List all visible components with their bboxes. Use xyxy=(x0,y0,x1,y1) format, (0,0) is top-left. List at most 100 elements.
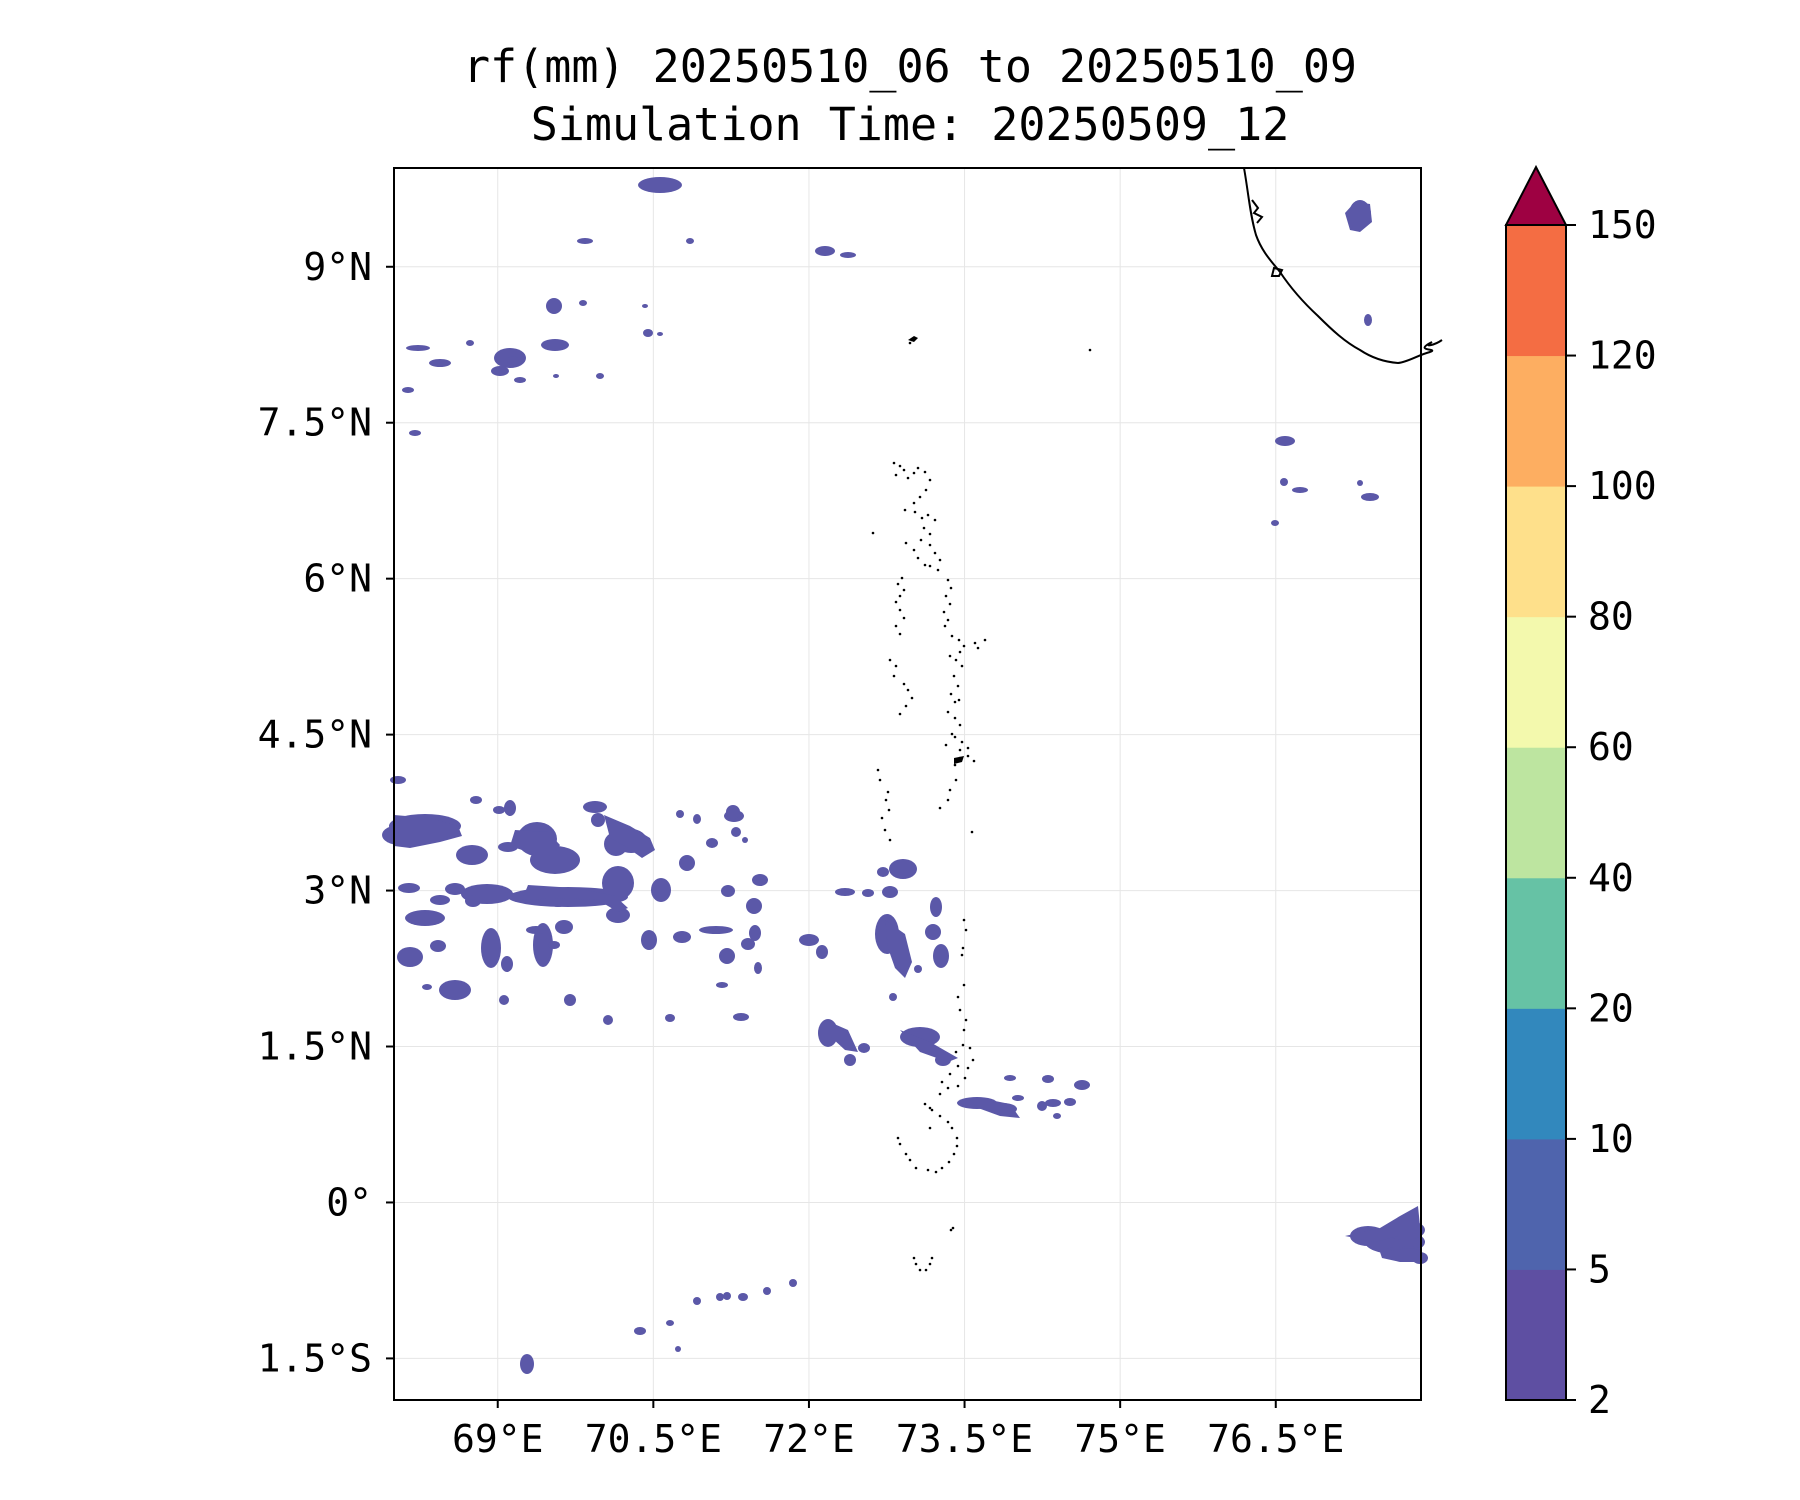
island-dot xyxy=(952,674,956,678)
island-dot xyxy=(878,778,882,782)
rainfall-patch xyxy=(514,377,526,383)
island-dot xyxy=(961,1043,965,1047)
island-dot xyxy=(946,798,950,802)
island-dot xyxy=(946,578,950,582)
island-dot xyxy=(954,778,958,782)
rainfall-patch xyxy=(665,1014,675,1022)
island-dot xyxy=(948,1072,952,1076)
rainfall-patch xyxy=(603,1015,613,1025)
colorbar-segment xyxy=(1506,747,1566,879)
island-dot xyxy=(948,788,952,792)
rainfall-patch xyxy=(675,1346,681,1352)
island-dot xyxy=(912,471,916,475)
rainfall-patches xyxy=(382,177,1428,1374)
island-dot xyxy=(928,532,932,536)
island-dot xyxy=(913,510,917,514)
island-dot xyxy=(950,1126,954,1130)
rainfall-patch xyxy=(930,897,942,917)
rainfall-patch xyxy=(882,886,898,898)
rainfall-patch xyxy=(741,938,755,950)
island-dot xyxy=(933,551,937,555)
island-dot xyxy=(883,828,887,832)
island-dot xyxy=(950,732,954,736)
lat-tick-label: 0° xyxy=(326,1180,372,1224)
rainfall-patch xyxy=(634,1327,646,1335)
rainfall-patch xyxy=(641,930,657,950)
rainfall-patch xyxy=(604,815,655,858)
island-dot xyxy=(953,763,957,767)
kerala-inlet xyxy=(1251,199,1264,224)
island-dot xyxy=(933,518,937,522)
island-dot xyxy=(964,1018,968,1022)
island-dot xyxy=(966,1066,970,1070)
lon-tick-label: 76.5°E xyxy=(1207,1417,1344,1461)
island-dot xyxy=(936,568,940,572)
rainfall-patch xyxy=(844,1054,856,1066)
island-dot xyxy=(898,712,902,716)
map-title: rf(mm) 20250510_06 to 20250510_09 Simula… xyxy=(390,38,1430,154)
atoll-outline xyxy=(908,336,918,342)
colorbar-frame xyxy=(1505,224,1567,1401)
rainfall-patch xyxy=(679,855,695,871)
rainfall-patch xyxy=(1045,1099,1061,1107)
rainfall-patch xyxy=(1064,1098,1076,1106)
rainfall-patch xyxy=(723,1292,731,1300)
island-dot xyxy=(962,644,966,648)
island-dot xyxy=(886,790,890,794)
island-dot xyxy=(976,646,980,650)
rainfall-patch xyxy=(602,866,634,900)
rainfall-patch xyxy=(564,994,576,1006)
island-dot xyxy=(930,1108,934,1112)
island-dot xyxy=(963,1076,967,1080)
rainfall-patch xyxy=(699,926,733,934)
island-dot xyxy=(962,918,966,922)
rainfall-patch xyxy=(596,373,604,379)
colorbar-label: 10 xyxy=(1588,1117,1634,1161)
island-dot xyxy=(953,735,957,739)
island-dot xyxy=(952,1152,956,1156)
rainfall-patch xyxy=(422,984,432,990)
rainfall-patch xyxy=(409,430,421,436)
island-dot xyxy=(956,684,960,688)
island-dot xyxy=(898,594,902,598)
island-dot xyxy=(938,558,942,562)
island-dot xyxy=(894,473,898,477)
coastlines xyxy=(1243,167,1443,365)
island-dot xyxy=(946,618,950,622)
island-dot xyxy=(919,538,923,542)
rainfall-patch xyxy=(1037,1101,1047,1111)
island-dot xyxy=(900,576,904,580)
lat-tick-label: 4.5°N xyxy=(258,713,372,757)
island-dot xyxy=(973,641,977,645)
island-dot xyxy=(896,1136,900,1140)
island-dot xyxy=(958,723,962,727)
island-dot xyxy=(903,508,907,512)
rainfall-patch xyxy=(397,947,423,967)
atoll-outline xyxy=(954,756,964,764)
rainfall-patch xyxy=(548,941,560,949)
colorbar-label: 120 xyxy=(1588,334,1657,378)
rainfall-patch xyxy=(510,830,560,856)
island-dot xyxy=(949,586,953,590)
colorbar-segment xyxy=(1506,486,1566,618)
lon-tick-label: 72°E xyxy=(763,1417,855,1461)
colorbar-label: 2 xyxy=(1588,1378,1611,1422)
rainfall-patch xyxy=(493,806,505,814)
island-dot xyxy=(898,608,902,612)
rainfall-patch xyxy=(889,993,897,1001)
map-frame xyxy=(393,167,1422,1401)
rainfall-patch xyxy=(716,1293,724,1301)
rainfall-patch xyxy=(1361,493,1379,501)
rainfall-patch xyxy=(465,895,481,907)
rainfall-patch xyxy=(504,800,516,816)
rainfall-patch xyxy=(742,837,748,843)
island-dot xyxy=(960,664,964,668)
rainfall-patch xyxy=(445,883,465,895)
rainfall-patch xyxy=(553,374,559,378)
rainfall-patch xyxy=(546,298,562,314)
island-dot xyxy=(884,798,888,802)
island-dot xyxy=(916,466,920,470)
island-dot xyxy=(938,1092,942,1096)
rainfall-patch xyxy=(914,965,922,973)
rainfall-patch xyxy=(439,980,471,1000)
